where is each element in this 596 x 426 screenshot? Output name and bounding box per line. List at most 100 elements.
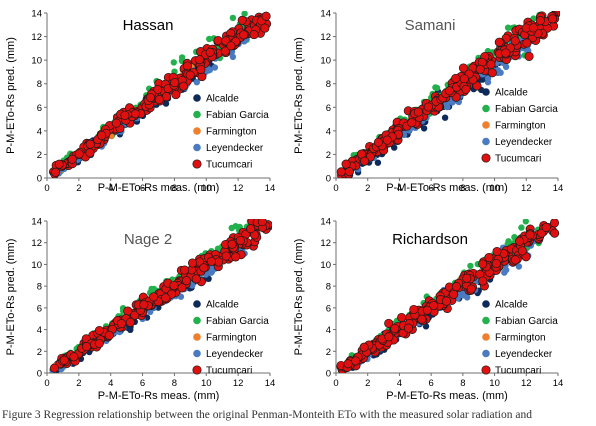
data-point: [231, 252, 241, 262]
legend-marker: [482, 333, 490, 341]
data-point: [208, 268, 216, 276]
legend-marker: [193, 143, 201, 152]
series-tucumcari: [49, 219, 272, 373]
data-point: [451, 282, 461, 292]
y-tick-label: 12: [31, 32, 42, 43]
y-tick-label: 12: [31, 238, 42, 249]
y-tick-label: 6: [326, 103, 331, 114]
y-tick-label: 14: [320, 217, 331, 228]
x-tick-label: 6: [428, 378, 433, 389]
legend-label: Alcalde: [495, 300, 528, 311]
y-tick-label: 4: [37, 126, 42, 137]
data-point: [397, 312, 407, 323]
y-tick-label: 2: [37, 347, 42, 358]
data-point: [145, 92, 156, 103]
x-axis-label: P-M-ETo-Rs meas. (mm): [386, 390, 508, 402]
legend-label: Fabian Garcia: [206, 316, 269, 327]
data-point: [341, 159, 351, 169]
data-point: [374, 159, 382, 166]
chart-panel-1: 0 2 4 6 8 10 12 14 0 2 4 6 8 10 12 14 P-M-ETo-Rs meas. (…: [5, 9, 275, 195]
legend-label: Farmington: [495, 121, 546, 132]
data-point: [449, 289, 459, 299]
data-point: [467, 262, 474, 270]
x-tick-label: 4: [108, 378, 113, 389]
data-point: [486, 59, 496, 70]
y-tick-label: 8: [37, 79, 42, 90]
chart-title: Samani: [405, 17, 456, 34]
chart-panel-3: 0 2 4 6 8 10 12 14 0 2 4 6 8 10 12 14 P-M-ETo-Rs meas. (…: [5, 217, 275, 403]
data-point: [462, 273, 472, 283]
data-point: [67, 154, 77, 164]
x-tick-label: 12: [233, 183, 244, 194]
data-point: [181, 276, 192, 286]
x-tick-label: 12: [233, 378, 244, 389]
legend-label: Fabian Garcia: [495, 104, 558, 115]
x-tick-label: 0: [333, 183, 338, 194]
x-tick-label: 6: [140, 183, 145, 194]
data-point: [180, 265, 190, 275]
legend-marker: [193, 127, 201, 135]
x-tick-label: 2: [76, 378, 81, 389]
data-point: [154, 95, 164, 105]
data-point: [178, 54, 186, 61]
x-tick-label: 10: [489, 378, 500, 389]
series-tucumcari: [48, 11, 272, 178]
legend-marker: [482, 300, 490, 308]
data-point: [185, 70, 195, 80]
data-point: [226, 41, 236, 51]
data-point: [390, 323, 400, 334]
data-point: [466, 284, 476, 294]
data-point: [220, 46, 230, 56]
scatter-points: [336, 11, 560, 178]
data-point: [510, 36, 520, 46]
y-tick-label: 14: [320, 9, 331, 20]
legend-marker: [482, 88, 490, 96]
data-point: [459, 74, 469, 84]
y-tick-label: 2: [326, 150, 331, 161]
legend-label: Fabian Garcia: [206, 110, 269, 121]
data-point: [549, 219, 560, 228]
legend: Alcalde Fabian Garcia Farmington Leyendecke…: [481, 300, 558, 377]
data-point: [336, 167, 346, 177]
data-point: [422, 305, 432, 315]
data-point: [441, 114, 449, 121]
legend-marker: [482, 137, 490, 146]
data-point: [221, 251, 231, 261]
data-point: [177, 293, 185, 300]
data-point: [433, 84, 441, 92]
y-axis-label: P-M-ETo-Rs pred. (mm): [293, 37, 305, 154]
legend-marker: [193, 300, 201, 308]
legend-marker: [481, 365, 491, 375]
data-point: [478, 259, 488, 269]
data-point: [249, 30, 259, 40]
data-point: [257, 219, 267, 227]
data-point: [130, 109, 141, 119]
data-point: [169, 280, 179, 291]
data-point: [343, 359, 353, 369]
data-point: [228, 224, 235, 232]
y-tick-label: 6: [37, 103, 42, 114]
legend-label: Tucumcari: [495, 154, 541, 165]
data-point: [360, 156, 370, 166]
data-point: [191, 274, 201, 284]
data-point: [458, 63, 468, 73]
legend-marker: [193, 316, 201, 325]
data-point: [548, 14, 558, 24]
data-point: [69, 352, 79, 362]
y-tick-label: 2: [326, 347, 331, 358]
data-point: [423, 102, 433, 112]
data-point: [456, 291, 463, 298]
data-point: [178, 81, 189, 91]
legend: Alcalde Fabian Garcia Farmington Leyendecke…: [192, 94, 269, 171]
x-axis-label: P-M-ETo-Rs meas. (mm): [98, 390, 220, 402]
data-point: [187, 258, 198, 268]
series-tucumcari: [336, 219, 560, 373]
data-point: [429, 300, 439, 311]
data-point: [494, 37, 504, 47]
data-point: [517, 246, 527, 256]
data-point: [384, 318, 394, 328]
data-point: [85, 139, 95, 149]
y-tick-label: 10: [31, 260, 42, 271]
data-point: [177, 283, 187, 293]
legend-label: Leyendecker: [206, 349, 264, 360]
